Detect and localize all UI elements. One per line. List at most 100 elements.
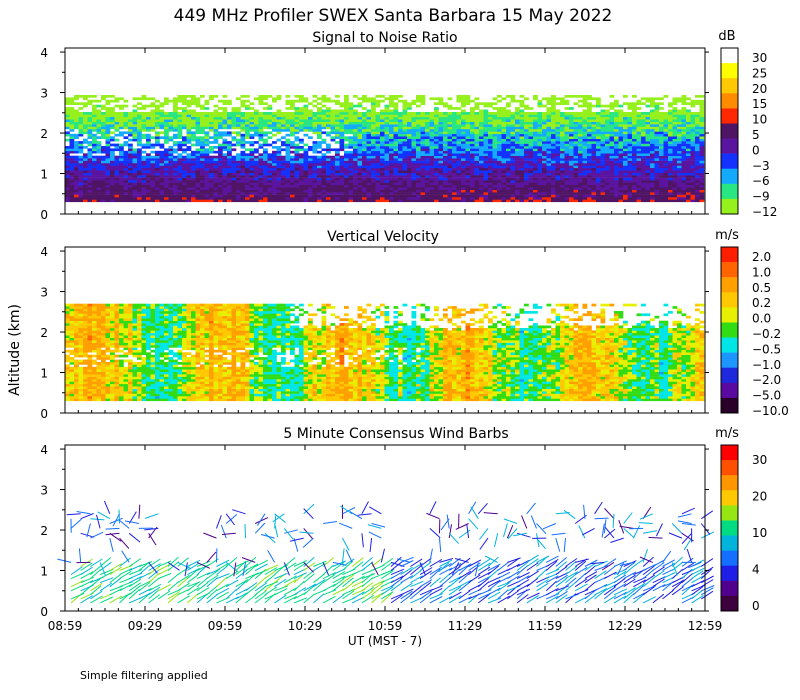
snr-cell — [186, 95, 192, 98]
snr-cell — [249, 126, 255, 130]
snr-cell — [123, 116, 129, 120]
snr-cell — [627, 180, 633, 183]
snr-cell — [366, 155, 372, 159]
snr-cell — [429, 129, 435, 132]
snr-cell — [465, 170, 471, 173]
snr-cell — [393, 116, 399, 120]
snr-cell — [137, 143, 142, 147]
snr-cell — [501, 133, 507, 137]
snr-cell — [227, 126, 232, 130]
snr-cell — [632, 102, 637, 105]
snr-cell — [222, 133, 228, 137]
snr-cell — [501, 126, 507, 130]
snr-cell — [267, 163, 273, 166]
snr-cell — [632, 121, 637, 125]
snr-cell — [339, 119, 345, 122]
snr-cell — [411, 124, 417, 127]
snr-cell — [447, 175, 453, 178]
snr-cell — [353, 116, 358, 120]
snr-cell — [623, 114, 628, 118]
snr-cell — [330, 124, 336, 127]
snr-cell — [285, 133, 291, 137]
snr-cell — [348, 167, 354, 171]
snr-cell — [339, 116, 345, 120]
snr-cell — [578, 133, 583, 137]
snr-cell — [641, 121, 646, 125]
snr-cell — [425, 165, 430, 169]
snr-cell — [591, 129, 597, 132]
snr-cell — [321, 158, 327, 161]
snr-cell — [393, 199, 399, 203]
snr-cell — [78, 126, 84, 130]
snr-cell — [614, 133, 619, 137]
snr-cell — [479, 138, 484, 142]
snr-cell — [218, 182, 223, 186]
snr-cell — [128, 184, 133, 188]
snr-cell — [92, 184, 97, 188]
snr-cell — [177, 180, 183, 183]
snr-cell — [204, 187, 210, 190]
snr-cell — [510, 119, 516, 122]
snr-cell — [605, 141, 610, 144]
snr-cell — [587, 95, 592, 98]
snr-cell — [587, 155, 592, 159]
snr-cell — [87, 124, 93, 127]
snr-cell — [582, 153, 588, 156]
snr-cell — [312, 150, 318, 154]
snr-cell — [591, 155, 597, 159]
snr-cell — [290, 199, 295, 203]
snr-cell — [371, 138, 376, 142]
snr-cell — [249, 114, 255, 118]
snr-cell — [519, 133, 525, 137]
snr-cell — [92, 112, 97, 115]
snr-cell — [362, 192, 367, 195]
snr-cell — [402, 187, 408, 190]
snr-cell — [627, 153, 633, 156]
snr-cell — [119, 192, 124, 195]
snr-cell — [348, 180, 354, 183]
snr-cell — [600, 155, 606, 159]
snr-cell — [551, 199, 556, 203]
snr-cell — [393, 197, 399, 200]
snr-cell — [294, 150, 300, 154]
snr-cell — [159, 194, 165, 198]
snr-cell — [177, 133, 183, 137]
snr-cell — [263, 184, 268, 188]
snr-cell — [240, 184, 246, 188]
snr-cell — [164, 192, 169, 195]
snr-cell — [416, 175, 421, 178]
snr-cell — [587, 124, 592, 127]
snr-cell — [128, 116, 133, 120]
snr-cell — [218, 158, 223, 161]
snr-cell — [281, 112, 286, 115]
snr-cell — [600, 129, 606, 132]
snr-cell — [461, 112, 466, 115]
snr-cell — [452, 175, 457, 178]
snr-cell — [375, 129, 381, 132]
snr-cell — [573, 180, 579, 183]
snr-cell — [222, 192, 228, 195]
panel-2-title: Vertical Velocity — [327, 229, 439, 245]
snr-cell — [483, 189, 489, 193]
snr-cell — [150, 121, 156, 125]
snr-cell — [519, 138, 525, 142]
snr-cell — [605, 165, 610, 169]
snr-cell — [96, 160, 102, 164]
snr-cell — [596, 141, 601, 144]
snr-cell — [92, 104, 97, 108]
snr-cell — [546, 192, 552, 195]
snr-cell — [92, 99, 97, 103]
snr-cell — [294, 112, 300, 115]
snr-cell — [573, 182, 579, 186]
snr-cell — [191, 119, 196, 122]
snr-cell — [596, 175, 601, 178]
snr-cell — [618, 114, 624, 118]
snr-cell — [402, 102, 408, 105]
snr-cell — [371, 160, 376, 164]
snr-cell — [348, 143, 354, 147]
snr-cell — [429, 184, 435, 188]
snr-cell — [348, 121, 354, 125]
snr-cell — [312, 170, 318, 173]
snr-cell — [128, 150, 133, 154]
snr-cell — [447, 143, 453, 147]
